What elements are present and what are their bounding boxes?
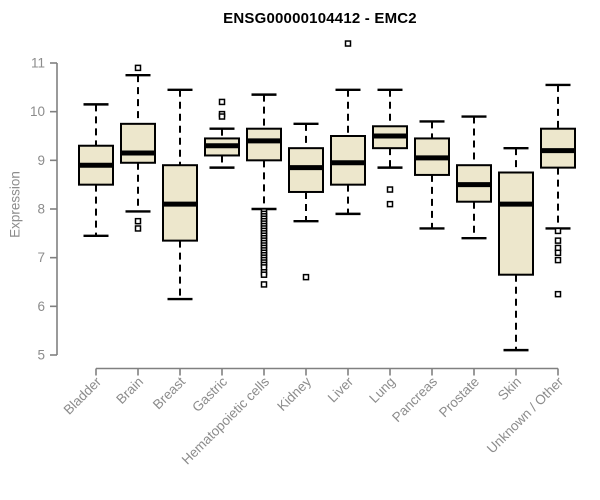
- x-category-label-lung: Lung: [366, 374, 398, 406]
- outlier-point: [554, 227, 562, 235]
- box-gastric: [204, 98, 240, 169]
- x-category-label-pancreas: Pancreas: [389, 374, 440, 425]
- x-category-label-kidney: Kidney: [274, 374, 314, 414]
- outlier-point: [218, 113, 226, 120]
- outlier-point: [554, 249, 562, 257]
- box-skin: [498, 146, 534, 352]
- chart-title: ENSG00000104412 - EMC2: [223, 10, 417, 27]
- box-prostate: [456, 115, 492, 240]
- iqr-box: [120, 122, 156, 164]
- outlier-point: [260, 281, 268, 288]
- outlier-point: [218, 98, 226, 106]
- x-category-label-skin: Skin: [495, 374, 524, 403]
- box-kidney: [288, 122, 324, 281]
- box-unknown-other: [540, 83, 576, 298]
- outlier-point: [260, 271, 268, 278]
- box-hematopoietic-cells: [246, 93, 282, 288]
- x-category-label-prostate: Prostate: [436, 374, 482, 420]
- box-lung: [372, 88, 408, 208]
- y-tick-label: 11: [31, 56, 45, 71]
- y-tick-label: 9: [37, 153, 45, 168]
- box-pancreas: [414, 120, 450, 230]
- x-category-label-bladder: Bladder: [61, 374, 105, 418]
- iqr-box: [246, 127, 282, 162]
- box-breast: [162, 88, 198, 301]
- y-tick-label: 6: [37, 299, 45, 314]
- x-category-label-unknown-other: Unknown / Other: [484, 374, 567, 457]
- box-brain: [120, 64, 156, 232]
- y-tick-label: 5: [37, 348, 45, 363]
- outlier-point: [554, 256, 562, 264]
- iqr-box: [498, 171, 534, 276]
- outlier-point: [302, 273, 310, 281]
- outlier-point: [134, 64, 142, 72]
- x-category-label-brain: Brain: [113, 374, 146, 407]
- x-category-label-gastric: Gastric: [189, 374, 230, 415]
- y-tick-label: 7: [37, 250, 45, 265]
- box-liver: [330, 40, 366, 216]
- y-tick-label: 10: [30, 104, 45, 119]
- box-bladder: [78, 103, 114, 237]
- outlier-point: [344, 40, 352, 47]
- outlier-point: [386, 186, 394, 193]
- y-tick-label: 8: [37, 202, 45, 217]
- outlier-point: [134, 217, 142, 225]
- outlier-point: [554, 290, 562, 298]
- x-category-label-liver: Liver: [325, 374, 357, 406]
- x-category-label-breast: Breast: [150, 374, 188, 412]
- outlier-point: [134, 225, 142, 232]
- outlier-point: [554, 237, 562, 244]
- outlier-point: [386, 200, 394, 208]
